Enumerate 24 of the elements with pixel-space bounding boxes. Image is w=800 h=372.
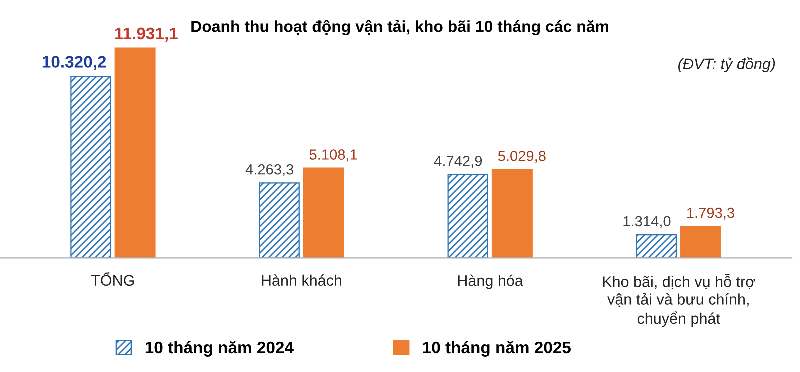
bar bbox=[636, 234, 678, 258]
legend-label: 10 tháng năm 2025 bbox=[423, 341, 572, 357]
data-label: 10.320,2 bbox=[42, 56, 106, 70]
chart-title: Doanh thu hoạt động vận tải, kho bãi 10 tháng các năm bbox=[192, 20, 608, 36]
x-tick-label: Hành khách bbox=[262, 274, 342, 286]
data-label: 5.029,8 bbox=[498, 150, 546, 164]
bar bbox=[448, 174, 488, 258]
data-label: 5.108,1 bbox=[310, 150, 358, 162]
bar bbox=[680, 226, 722, 258]
bar bbox=[259, 182, 300, 258]
bar bbox=[492, 169, 533, 258]
data-label: 1.314,0 bbox=[624, 216, 671, 228]
data-label: 1.793,3 bbox=[688, 208, 734, 220]
x-tick-label: Kho bãi, dịch vụ hỗ trợ vận tải và bưu chính, chuyển phát bbox=[603, 274, 756, 328]
bar bbox=[303, 168, 344, 258]
bar bbox=[70, 76, 112, 258]
annotation: (ĐVT: tỷ đồng) bbox=[678, 58, 776, 73]
data-label: 11.931,1 bbox=[115, 28, 178, 42]
legend-label: 10 tháng năm 2024 bbox=[146, 341, 294, 357]
x-tick-label: Hàng hóa bbox=[458, 274, 524, 290]
data-label: 4.263,3 bbox=[246, 164, 294, 177]
data-label: 4.742,9 bbox=[434, 156, 482, 168]
x-tick-label: TỔNG bbox=[91, 272, 134, 286]
bar bbox=[114, 48, 156, 258]
